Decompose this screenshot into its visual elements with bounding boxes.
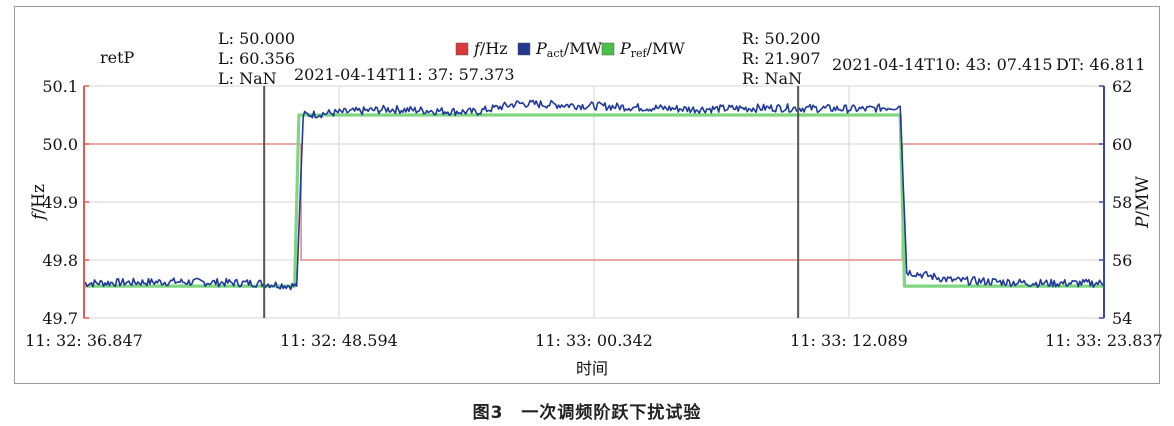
left-tick-label-4: 50.1 (42, 77, 78, 96)
cursor-right-label-1: R: 21.907 (742, 49, 821, 68)
left-axis-title: f/Hz (29, 184, 49, 222)
right-axis-title-unit: /MW (1133, 175, 1153, 216)
legend-swatch-f (455, 42, 469, 56)
right-tick-label-2: 58 (1112, 193, 1132, 212)
x-tick-label-2: 11: 33: 00.342 (535, 331, 653, 350)
right-tick-label-4: 62 (1112, 77, 1132, 96)
legend-label-pact: Pact/MW (535, 39, 603, 60)
series-line-2 (83, 99, 1105, 291)
legend-label-f: f/Hz (473, 39, 508, 58)
figure-caption: 图3 一次调频阶跃下扰试验 (472, 403, 702, 423)
x-tick-label-4: 11: 33: 23.837 (1045, 331, 1163, 350)
right-tick-label-1: 56 (1112, 251, 1132, 270)
series-line-1 (84, 113, 1104, 288)
cursor-left-time: 2021-04-14T11: 37: 57.373 (294, 65, 515, 84)
legend-swatch-pact (517, 42, 531, 56)
left-tick-label-1: 49.8 (42, 251, 78, 270)
chart-frame (14, 6, 1160, 384)
legend: f/Hz Pact/MW Pref/MW (455, 39, 685, 60)
right-tick-label-3: 60 (1112, 135, 1132, 154)
left-tick-label-0: 49.7 (42, 309, 78, 328)
x-tick-label-1: 11: 32: 48.594 (280, 331, 398, 350)
left-tick-label-2: 49.9 (42, 193, 78, 212)
cursor-left-readout: L: 50.000 L: 60.356 L: NaN (218, 29, 295, 88)
cursor-layer (263, 86, 800, 318)
x-tick-label-3: 11: 33: 12.089 (790, 331, 908, 350)
cursor-right-time: 2021-04-14T10: 43: 07.415 (832, 55, 1053, 74)
cursor-right-label-0: R: 50.200 (742, 29, 821, 48)
legend-swatch-pref (601, 42, 615, 56)
delta-time: DT: 46.811 (1056, 55, 1145, 74)
right-tick-label-0: 54 (1112, 309, 1132, 328)
cursor-right-readout: R: 50.200 R: 21.907 R: NaN (742, 29, 821, 88)
chart-name: retP (100, 48, 135, 67)
cursor-left-label-2: L: NaN (218, 69, 277, 88)
axes: 49.7 54 49.8 56 49.9 58 50.0 60 50.1 62 11: 32: 36… (25, 77, 1163, 350)
chart: 49.7 54 49.8 56 49.9 58 50.0 60 50.1 62 11: 32: 36… (25, 29, 1163, 378)
cursor-left-label-0: L: 50.000 (218, 29, 295, 48)
cursor-left-label-1: L: 60.356 (218, 49, 295, 68)
x-axis-label: 时间 (576, 359, 608, 378)
cursor-right-label-2: R: NaN (742, 69, 802, 88)
right-axis-title: P/MW (1133, 175, 1153, 229)
left-axis-title-unit: /Hz (29, 184, 49, 214)
left-axis-title-italic: f (29, 211, 49, 222)
left-tick-label-3: 50.0 (42, 135, 78, 154)
legend-label-pref: Pref/MW (619, 39, 685, 60)
x-tick-label-0: 11: 32: 36.847 (25, 331, 143, 350)
right-axis-title-italic: P (1133, 216, 1153, 229)
